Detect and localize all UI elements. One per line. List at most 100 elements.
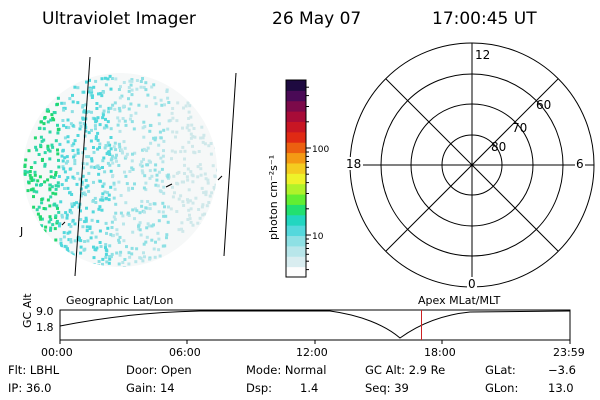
colorbar-tick-100: 100 [312, 145, 329, 155]
emission-pixel [110, 77, 114, 80]
emission-pixel [73, 162, 77, 166]
emission-pixel [98, 142, 102, 146]
emission-pixel [35, 148, 39, 152]
emission-pixel [148, 176, 152, 180]
emission-pixel [100, 208, 104, 212]
emission-pixel [66, 135, 70, 139]
colorbar-frame [285, 79, 307, 278]
emission-pixel [127, 86, 131, 89]
emission-pixel [87, 131, 91, 135]
emission-pixel [190, 173, 194, 177]
emission-pixel [165, 236, 168, 240]
emission-pixel [161, 160, 165, 164]
emission-pixel [71, 123, 75, 127]
emission-pixel [140, 169, 144, 173]
emission-pixel [90, 128, 93, 132]
emission-pixel [100, 94, 104, 98]
emission-pixel [101, 116, 105, 120]
emission-pixel [150, 224, 154, 228]
emission-pixel [144, 181, 148, 185]
emission-pixel [61, 148, 65, 152]
emission-pixel [186, 200, 190, 204]
emission-pixel [43, 151, 47, 155]
emission-pixel [51, 145, 55, 149]
colorbar-cell [286, 90, 306, 102]
emission-pixel [36, 179, 40, 183]
emission-pixel [180, 221, 184, 225]
colorbar-cell [286, 183, 306, 195]
lat-label-60: 60 [536, 98, 551, 112]
emission-pixel [73, 239, 77, 243]
emission-pixel [54, 238, 58, 242]
emission-pixel [171, 130, 175, 134]
emission-pixel [80, 180, 84, 184]
emission-pixel [135, 79, 139, 82]
emission-pixel [62, 101, 66, 105]
emission-pixel [154, 102, 158, 106]
emission-pixel [48, 187, 52, 191]
seq-info: Seq: 39 [365, 381, 409, 395]
emission-pixel [111, 234, 115, 237]
emission-pixel [196, 221, 200, 225]
emission-pixel [109, 147, 113, 151]
emission-pixel [96, 219, 100, 223]
emission-pixel [179, 194, 183, 198]
emission-pixel [110, 252, 114, 256]
emission-pixel [103, 76, 107, 80]
emission-pixel [163, 205, 166, 209]
emission-pixel [113, 107, 117, 111]
dsp-label: Dsp: [246, 381, 273, 395]
emission-pixel [26, 170, 30, 174]
emission-pixel [48, 130, 52, 134]
emission-pixel [96, 147, 100, 151]
emission-pixel [83, 147, 87, 151]
polar-diagonal [385, 78, 559, 252]
emission-pixel [100, 196, 104, 199]
emission-pixel [72, 142, 76, 146]
emission-pixel [43, 229, 47, 233]
emission-pixel [173, 191, 176, 195]
emission-pixel [70, 193, 74, 196]
emission-pixel [76, 151, 80, 155]
emission-pixel [110, 157, 114, 161]
emission-pixel [32, 189, 36, 193]
emission-pixel [90, 110, 93, 114]
emission-pixel [145, 235, 149, 239]
emission-pixel [71, 149, 75, 152]
emission-pixel [148, 207, 152, 211]
emission-pixel [160, 179, 164, 183]
emission-pixel [26, 189, 30, 193]
emission-pixel [31, 187, 35, 191]
emission-pixel [189, 207, 193, 211]
emission-pixel [103, 170, 107, 174]
emission-pixel [171, 185, 174, 189]
emission-pixel [54, 139, 58, 143]
emission-pixel [119, 194, 123, 197]
emission-pixel [91, 210, 95, 214]
emission-pixel [157, 248, 161, 252]
meridian-line [74, 56, 91, 277]
emission-pixel [115, 251, 119, 255]
emission-pixel [140, 204, 144, 208]
emission-pixel [152, 83, 156, 87]
emission-pixel [92, 199, 95, 202]
emission-pixel [142, 147, 146, 151]
emission-pixel [162, 149, 165, 153]
emission-pixel [171, 107, 175, 110]
emission-pixel [48, 157, 52, 161]
emission-pixel [192, 127, 196, 130]
emission-pixel [188, 104, 192, 108]
emission-pixel [107, 106, 111, 110]
emission-pixel [115, 159, 118, 163]
emission-pixel [104, 246, 107, 250]
emission-pixel [138, 221, 142, 225]
emission-pixel [121, 117, 125, 120]
emission-pixel [97, 166, 101, 170]
emission-pixel [180, 227, 183, 231]
emission-pixel [176, 101, 180, 105]
colorbar-cell [286, 225, 306, 237]
colorbar: 100 10 photon cm⁻²s⁻¹ [267, 79, 329, 278]
emission-pixel [153, 96, 157, 100]
emission-pixel [122, 104, 126, 108]
colorbar-cell [286, 266, 306, 278]
